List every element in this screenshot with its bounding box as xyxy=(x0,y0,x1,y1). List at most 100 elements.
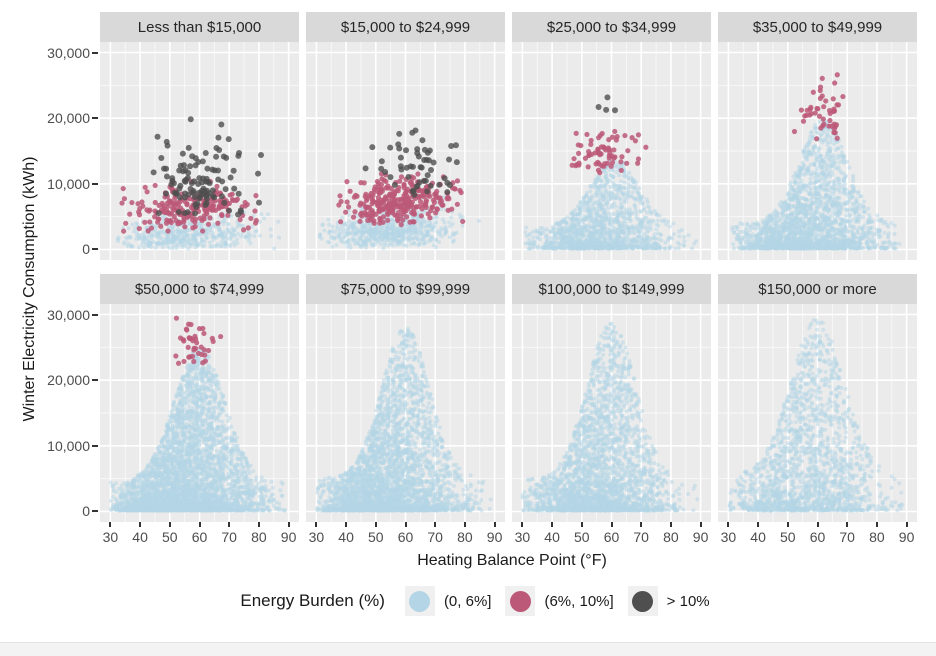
x-tick-mark xyxy=(757,522,760,527)
facet-row-bottom: 0 10,000 20,000 30,000 $50,000 to $74,999 $75… xyxy=(26,274,924,522)
x-tick-label: 40 xyxy=(132,529,148,545)
y-tick-mark xyxy=(92,313,98,316)
facet-strip-label: $35,000 to $49,999 xyxy=(718,12,917,42)
x-tick-label: 40 xyxy=(544,529,560,545)
x-tick-mark xyxy=(228,522,231,527)
x-tick-label: 70 xyxy=(221,529,237,545)
row-gap xyxy=(26,260,924,274)
legend: Energy Burden (%) (0, 6%] (6%, 10%] > 10% xyxy=(26,586,924,616)
facet-panel: $50,000 to $74,999 xyxy=(100,274,299,522)
x-tick-label: 50 xyxy=(368,529,384,545)
x-tick-mark xyxy=(816,522,819,527)
facet-strip-label: $75,000 to $99,999 xyxy=(306,274,505,304)
x-tick-label: 30 xyxy=(720,529,737,545)
x-tick-mark xyxy=(345,522,348,527)
facet-strip-label: $15,000 to $24,999 xyxy=(306,12,505,42)
x-tick-label: 70 xyxy=(633,529,649,545)
facet-panel: $75,000 to $99,999 xyxy=(306,274,505,522)
scatter-panel-canvas xyxy=(718,304,917,522)
x-tick-label: 90 xyxy=(280,529,297,545)
facet-panel: $25,000 to $34,999 xyxy=(512,12,711,260)
scatter-panel-canvas xyxy=(100,42,299,260)
scatter-panel-canvas xyxy=(100,304,299,522)
x-tick-panel: 30 40 50 60 70 80 90 xyxy=(100,522,299,548)
x-tick-label: 80 xyxy=(457,529,473,545)
x-tick-label: 60 xyxy=(809,529,826,545)
legend-entry-label: (6%, 10%] xyxy=(544,592,614,610)
x-tick-mark xyxy=(463,522,466,527)
scatter-panel-canvas xyxy=(512,42,711,260)
y-axis-labels: 0 10,000 20,000 30,000 xyxy=(26,304,100,522)
y-tick-mark xyxy=(92,117,98,120)
x-tick-label: 50 xyxy=(574,529,590,545)
x-tick-mark xyxy=(109,522,112,527)
x-tick-mark xyxy=(493,522,496,527)
x-tick-mark xyxy=(905,522,908,527)
y-tick-label: 0 xyxy=(82,241,90,258)
x-tick-mark xyxy=(168,522,171,527)
x-tick-mark xyxy=(580,522,583,527)
y-axis-labels: 0 10,000 20,000 30,000 xyxy=(26,42,100,260)
facet-panel: $150,000 or more xyxy=(718,274,917,522)
x-tick-mark xyxy=(786,522,789,527)
legend-entry-label: > 10% xyxy=(666,592,710,610)
y-tick-mark xyxy=(92,379,98,382)
x-tick-label: 60 xyxy=(603,529,620,545)
facet-grid: 0 10,000 20,000 30,000 Less than $15,000 $15,… xyxy=(26,12,924,616)
legend-entry: > 10% xyxy=(627,586,710,616)
legend-key-swatch xyxy=(505,586,536,616)
facet-row-top: 0 10,000 20,000 30,000 Less than $15,000 $15,… xyxy=(26,12,924,260)
facet-panel: $35,000 to $49,999 xyxy=(718,12,917,260)
x-tick-mark xyxy=(521,522,524,527)
legend-dot-icon xyxy=(509,590,531,612)
y-tick-label: 10,000 xyxy=(47,437,90,454)
x-tick-label: 30 xyxy=(514,529,531,545)
x-tick-mark xyxy=(699,522,702,527)
x-tick-label: 80 xyxy=(251,529,267,545)
scatter-panel-canvas xyxy=(306,304,505,522)
x-tick-label: 40 xyxy=(338,529,354,545)
scatter-panel-canvas xyxy=(512,304,711,522)
facet-strip-label: $150,000 or more xyxy=(718,274,917,304)
facet-strip-label: $25,000 to $34,999 xyxy=(512,12,711,42)
y-tick-label: 10,000 xyxy=(47,175,90,192)
facet-strip-label: $50,000 to $74,999 xyxy=(100,274,299,304)
x-tick-mark xyxy=(846,522,849,527)
x-tick-mark xyxy=(434,522,437,527)
legend-dot-icon xyxy=(632,590,654,612)
x-tick-mark xyxy=(875,522,878,527)
legend-dot-icon xyxy=(409,590,431,612)
x-tick-label: 40 xyxy=(750,529,766,545)
x-tick-label: 60 xyxy=(191,529,208,545)
facet-panel: $15,000 to $24,999 xyxy=(306,12,505,260)
x-tick-mark xyxy=(315,522,318,527)
x-tick-mark xyxy=(198,522,201,527)
legend-entry: (0, 6%] xyxy=(404,586,492,616)
legend-entry-label: (0, 6%] xyxy=(443,592,492,610)
x-tick-mark xyxy=(669,522,672,527)
x-tick-label: 90 xyxy=(898,529,915,545)
x-tick-label: 60 xyxy=(397,529,414,545)
x-tick-mark xyxy=(551,522,554,527)
x-tick-mark xyxy=(139,522,142,527)
x-axis-ticks: 30 40 50 60 70 80 90 30 40 50 60 70 80 90 30 40 50 60 70 80… xyxy=(100,522,924,548)
x-tick-label: 80 xyxy=(869,529,885,545)
y-tick-mark xyxy=(92,248,98,251)
x-tick-label: 90 xyxy=(692,529,709,545)
x-tick-mark xyxy=(727,522,730,527)
x-tick-label: 50 xyxy=(780,529,796,545)
scatter-panel-canvas xyxy=(306,42,505,260)
x-tick-panel: 30 40 50 60 70 80 90 xyxy=(306,522,505,548)
facet-strip-label: $100,000 to $149,999 xyxy=(512,274,711,304)
y-tick-mark xyxy=(92,444,98,447)
y-tick-label: 20,000 xyxy=(47,372,90,389)
x-tick-label: 90 xyxy=(486,529,503,545)
x-tick-label: 50 xyxy=(162,529,178,545)
x-tick-mark xyxy=(640,522,643,527)
x-tick-mark xyxy=(404,522,407,527)
x-tick-mark xyxy=(374,522,377,527)
legend-entry: (6%, 10%] xyxy=(505,586,614,616)
y-tick-label: 30,000 xyxy=(47,44,90,61)
x-tick-panel: 30 40 50 60 70 80 90 xyxy=(718,522,917,548)
